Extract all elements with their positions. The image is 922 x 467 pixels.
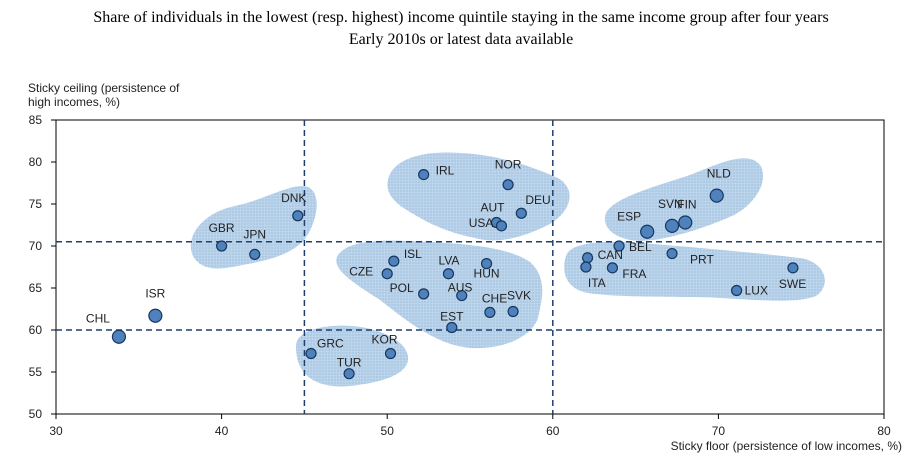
- data-point-chl: [111, 329, 127, 344]
- reference-lines: [56, 120, 884, 414]
- y-tick-label: 55: [29, 365, 43, 379]
- data-point-usa: [495, 220, 508, 232]
- cluster-central-europe: [336, 240, 543, 349]
- x-axis-title: Sticky floor (persistence of low incomes…: [671, 439, 902, 453]
- data-point-irl: [418, 169, 430, 181]
- data-point-che: [484, 306, 496, 318]
- data-label-lva: LVA: [438, 254, 459, 268]
- data-point-svk: [507, 305, 519, 318]
- x-tick-label: 70: [712, 424, 726, 438]
- data-label-lux: LUX: [745, 284, 768, 298]
- y-axis-title-line2: high incomes, %): [28, 95, 120, 109]
- data-point-nld: [709, 188, 724, 203]
- data-label-chl: CHL: [86, 312, 110, 326]
- data-point-can: [581, 252, 594, 264]
- data-label-isl: ISL: [404, 247, 422, 261]
- data-point-isl: [388, 255, 400, 267]
- data-point-dnk: [292, 210, 304, 222]
- data-label-aus: AUS: [448, 281, 473, 295]
- data-point-fin: [678, 215, 693, 230]
- y-tick-label: 70: [29, 239, 43, 253]
- plot-frame: [55, 119, 885, 415]
- chart-subtitle: Early 2010s or latest data available: [348, 31, 574, 48]
- data-labels: CHL ISR GBR JPN DNK GRC TUR KOR CZE ISL POL LVA AUS E…: [86, 158, 806, 370]
- y-axis-title-line1: Sticky ceiling (persistence of: [28, 81, 180, 95]
- y-tick-label: 65: [29, 281, 43, 295]
- x-tick-label: 80: [877, 424, 891, 438]
- data-label-kor: KOR: [372, 333, 398, 347]
- x-tick-label: 50: [381, 424, 395, 438]
- data-point-kor: [384, 347, 397, 360]
- data-label-irl: IRL: [436, 164, 455, 178]
- data-point-est: [446, 321, 458, 334]
- y-tick-label: 60: [29, 323, 43, 337]
- data-point-cze: [381, 268, 393, 280]
- data-label-svn: SVN: [658, 197, 683, 211]
- data-label-grc: GRC: [317, 337, 344, 351]
- data-label-cze: CZE: [349, 265, 373, 279]
- data-point-jpn: [249, 248, 261, 260]
- cluster-irl-nor-aut-usa-deu: [387, 152, 570, 241]
- data-points: [111, 169, 799, 380]
- data-label-jpn: JPN: [243, 227, 266, 241]
- cluster-nld-esp-svn-fin: [604, 158, 764, 241]
- data-point-pol: [418, 288, 430, 300]
- cluster-grc-kor-tur: [295, 325, 409, 387]
- data-point-aus: [456, 289, 468, 302]
- data-label-hun: HUN: [474, 267, 500, 281]
- data-point-isr: [148, 308, 163, 323]
- data-label-nld: NLD: [707, 167, 731, 181]
- data-label-svk: SVK: [507, 289, 531, 303]
- data-label-can: CAN: [598, 248, 623, 262]
- data-point-swe: [787, 262, 799, 274]
- x-tick-label: 60: [546, 424, 560, 438]
- data-point-gbr: [216, 240, 228, 252]
- data-label-nor: NOR: [495, 158, 522, 172]
- data-point-prt: [666, 247, 678, 260]
- data-label-deu: DEU: [525, 193, 550, 207]
- data-label-fin: FIN: [677, 197, 696, 211]
- x-tick-label: 40: [215, 424, 229, 438]
- data-label-swe: SWE: [779, 277, 806, 291]
- data-label-ita: ITA: [588, 276, 606, 290]
- data-label-gbr: GBR: [209, 221, 235, 235]
- data-label-esp: ESP: [617, 210, 641, 224]
- chart-title: Share of individuals in the lowest (resp…: [93, 9, 829, 26]
- axes: 30 40 50 60 70 80 50 55 60 65 70 75 80 85: [29, 113, 891, 438]
- data-point-fra: [606, 262, 619, 274]
- data-label-est: EST: [440, 309, 464, 323]
- data-label-isr: ISR: [145, 287, 165, 301]
- data-point-deu: [515, 207, 527, 219]
- data-label-aut: AUT: [480, 200, 505, 214]
- data-label-prt: PRT: [690, 253, 714, 267]
- data-point-ita: [580, 261, 592, 273]
- data-point-grc: [305, 347, 317, 360]
- data-label-usa: USA: [469, 216, 494, 230]
- data-point-lux: [731, 284, 743, 297]
- data-point-tur: [343, 368, 355, 380]
- data-point-bel: [613, 240, 625, 252]
- data-label-tur: TUR: [337, 356, 362, 370]
- x-tick-label: 30: [49, 424, 63, 438]
- y-tick-label: 80: [29, 155, 43, 169]
- data-label-dnk: DNK: [281, 191, 306, 205]
- y-tick-label: 50: [29, 407, 43, 421]
- data-point-esp: [640, 224, 655, 239]
- cluster-shapes: [190, 152, 825, 387]
- y-tick-label: 75: [29, 197, 43, 211]
- data-label-bel: BEL: [629, 240, 652, 254]
- data-label-pol: POL: [390, 281, 414, 295]
- data-point-nor: [502, 179, 514, 191]
- data-label-che: CHE: [482, 291, 507, 305]
- data-label-fra: FRA: [622, 267, 646, 281]
- data-point-hun: [480, 258, 493, 270]
- cluster-can-ita-bel-fra-prt-lux-swe: [564, 241, 825, 301]
- data-point-lva: [442, 268, 455, 280]
- data-point-svn: [664, 218, 680, 233]
- y-tick-label: 85: [29, 113, 43, 127]
